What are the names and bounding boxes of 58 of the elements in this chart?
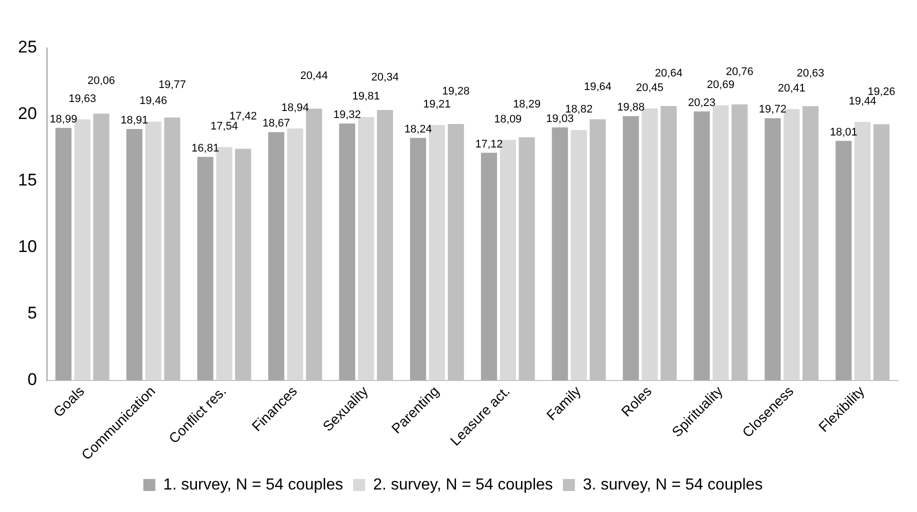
y-tick-label: 15 [18,170,37,190]
bar [552,127,568,380]
bar [197,156,214,380]
bar [268,132,284,380]
data-label: 19,44 [848,95,876,108]
bar [694,111,710,380]
bar [622,116,639,380]
data-label: 18,99 [50,113,78,126]
legend-label: 1. survey, N = 54 couples [163,476,344,494]
data-label: 17,54 [210,120,238,133]
bar [287,128,304,380]
data-label: 19,88 [617,102,645,114]
data-label: 20,23 [688,96,716,109]
legend-label: 2. survey, N = 54 couples [373,476,553,494]
data-label: 18,91 [120,114,148,126]
bar [836,140,852,380]
data-label: 19,81 [352,90,380,103]
data-label: 18,67 [262,118,290,130]
bar [764,118,781,380]
data-label: 20,64 [654,67,682,80]
data-label: 18,29 [513,98,541,111]
bar [480,152,498,380]
y-tick-label: 20 [18,104,37,124]
y-tick-label: 10 [18,237,37,256]
data-label: 18,09 [494,113,522,126]
bar [339,124,356,380]
data-label: 16,81 [192,142,220,154]
data-label: 20,44 [300,70,328,82]
data-label: 17,12 [475,138,503,150]
data-label: 19,64 [584,80,612,93]
data-label: 19,26 [868,86,896,98]
data-label: 18,01 [830,126,858,138]
y-tick-label: 0 [27,370,37,390]
data-label: 19,77 [158,79,186,92]
data-label: 20,34 [371,71,399,84]
bar [410,138,426,380]
data-label: 20,63 [796,68,824,80]
data-label: 19,63 [68,92,96,105]
data-label: 19,03 [546,112,574,125]
data-label: 20,41 [778,82,806,95]
bar [55,128,72,380]
bar [570,130,587,380]
y-tick-label: 5 [27,304,37,323]
data-label: 19,32 [333,109,361,122]
data-label: 17,42 [229,110,257,122]
data-label: 20,45 [636,82,664,94]
data-label: 19,28 [442,86,470,98]
data-label: 18,24 [404,123,432,136]
data-label: 19,21 [423,98,451,111]
data-label: 19,72 [758,104,786,116]
data-label: 20,69 [706,78,734,91]
legend-label: 3. survey, N = 54 couples [582,476,763,494]
data-label: 20,06 [88,75,116,88]
data-label: 20,76 [726,66,754,78]
data-label: 18,94 [281,102,309,114]
y-tick-label: 25 [18,38,37,57]
bar [126,128,142,380]
data-label: 19,46 [140,95,168,108]
